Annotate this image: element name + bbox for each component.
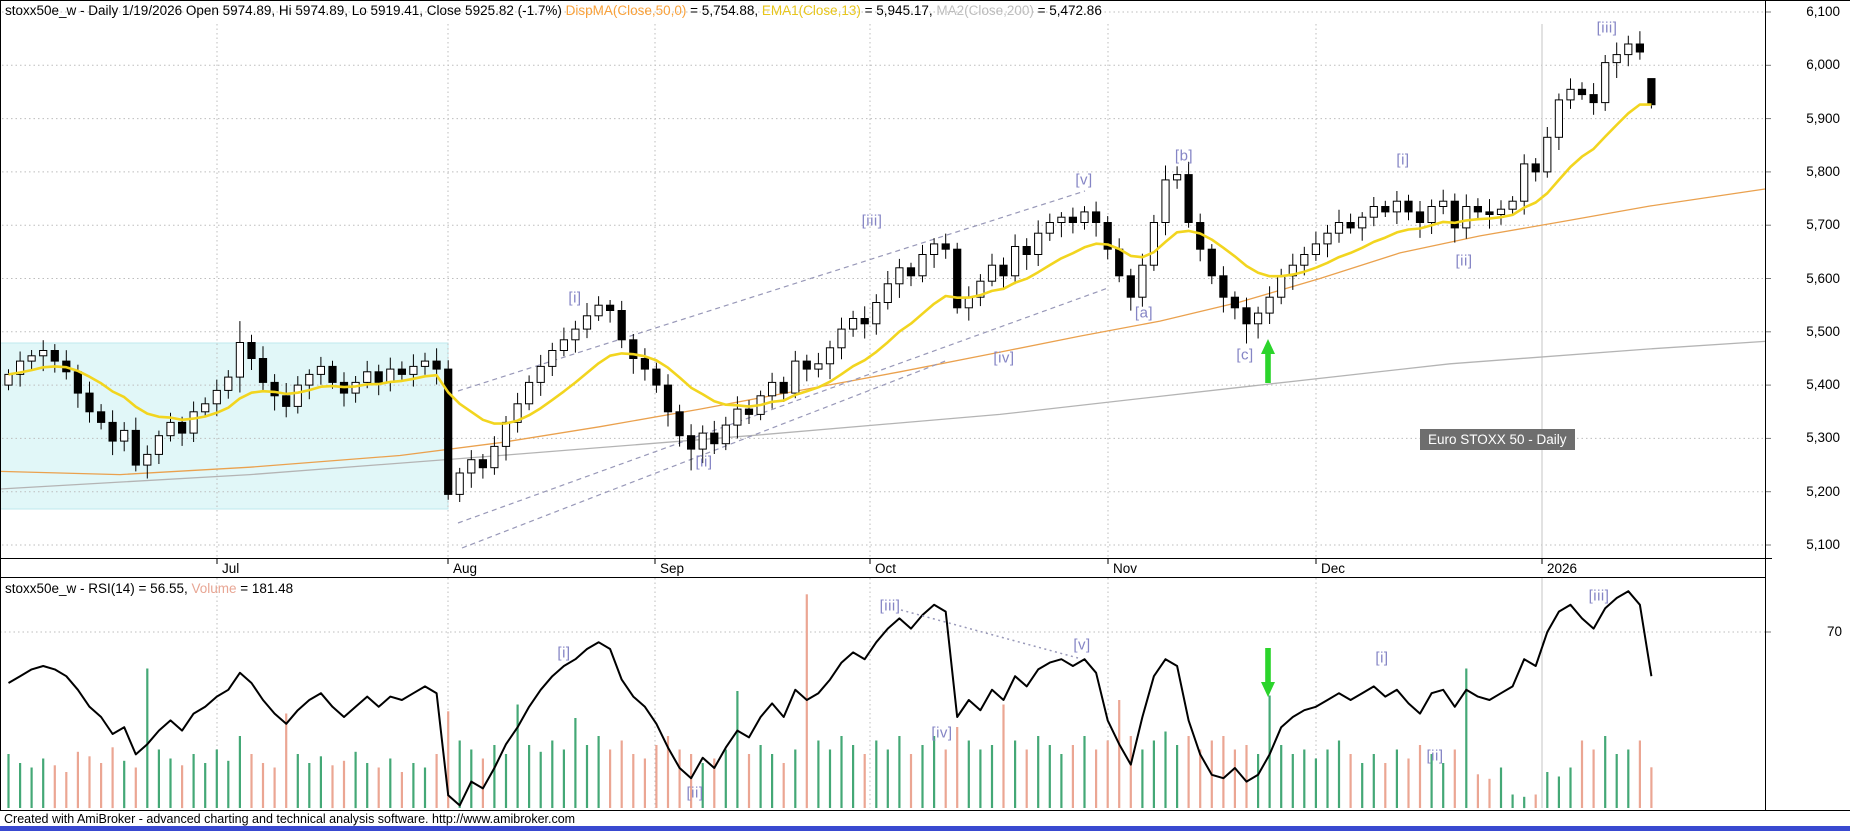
wave-label-rsi[interactable]: [i] — [557, 644, 571, 662]
price-axis-label: 5,900 — [1806, 110, 1840, 126]
wave-label-rsi[interactable]: [ii] — [686, 784, 704, 802]
main-chart-title: stoxx50e_w - Daily 1/19/2026 Open 5974.8… — [5, 3, 1102, 18]
title-ohlc-text: stoxx50e_w - Daily 1/19/2026 Open 5974.8… — [5, 3, 566, 18]
price-axis-label: 5,400 — [1806, 377, 1840, 393]
ma2-value: = 5,472.86 — [1033, 3, 1102, 18]
date-axis-label: Jul — [222, 561, 240, 576]
price-axis-label: 5,600 — [1806, 270, 1840, 286]
wave-label-main[interactable]: [v] — [1075, 171, 1093, 189]
date-axis-label: Sep — [660, 561, 685, 576]
price-axis-label: 5,100 — [1806, 537, 1840, 552]
date-axis-label: Dec — [1321, 561, 1346, 576]
dispma-value: = 5,754.88, — [686, 3, 762, 18]
date-axis-label: Aug — [453, 561, 478, 576]
ema-value: = 5,945.17, — [860, 3, 937, 18]
window-bottom-accent-bar — [0, 826, 1850, 831]
volume-value: = 181.48 — [236, 581, 294, 596]
date-axis-label: Nov — [1113, 561, 1138, 576]
ema-indicator-label: EMA1(Close,13) — [761, 3, 861, 18]
date-axis-label: Oct — [875, 561, 897, 576]
price-axis-label: 5,500 — [1806, 323, 1840, 339]
ma2-indicator-label: MA2(Close,200) — [936, 3, 1034, 18]
dispma-indicator-label: DispMA(Close,50,0) — [565, 3, 687, 18]
wave-label-rsi[interactable]: [iv] — [931, 724, 953, 742]
wave-label-rsi[interactable]: [v] — [1073, 636, 1091, 654]
wave-label-main[interactable]: [i] — [1396, 151, 1410, 169]
wave-label-main[interactable]: [a] — [1134, 304, 1154, 322]
date-axis-label: 2026 — [1547, 561, 1578, 576]
wave-label-main[interactable]: [ii] — [1455, 252, 1473, 270]
chart-title-badge[interactable]: Euro STOXX 50 - Daily — [1420, 429, 1575, 450]
rsi-panel-title: stoxx50e_w - RSI(14) = 56.55, Volume = 1… — [5, 581, 293, 596]
price-axis-label: 5,800 — [1806, 163, 1840, 179]
wave-label-main[interactable]: [c] — [1236, 346, 1254, 364]
wave-label-main[interactable]: [iv] — [993, 349, 1015, 367]
price-axis-label: 6,100 — [1806, 4, 1840, 19]
wave-label-main[interactable]: [iii] — [1596, 19, 1618, 37]
price-axis-label: 5,700 — [1806, 217, 1840, 233]
amibroker-footer-text: Created with AmiBroker - advanced charti… — [4, 812, 576, 826]
rsi-axis-label-70: 70 — [1826, 624, 1842, 639]
wave-label-main[interactable]: [i] — [568, 289, 582, 307]
wave-label-rsi[interactable]: [iii] — [879, 597, 901, 615]
volume-label: Volume — [191, 581, 237, 596]
price-axis-label: 5,200 — [1806, 483, 1840, 499]
rsi-title-text: stoxx50e_w - RSI(14) = 56.55, — [5, 581, 192, 596]
wave-label-rsi[interactable]: [ii] — [1426, 747, 1444, 765]
wave-label-main[interactable]: [iii] — [861, 212, 883, 230]
wave-label-rsi[interactable]: [iii] — [1588, 587, 1610, 605]
wave-label-main[interactable]: [ii] — [695, 453, 713, 471]
price-axis-label: 6,000 — [1806, 57, 1840, 73]
wave-label-rsi[interactable]: [i] — [1375, 649, 1389, 667]
wave-label-main[interactable]: [b] — [1174, 147, 1194, 165]
price-axis-label: 5,300 — [1806, 430, 1840, 446]
